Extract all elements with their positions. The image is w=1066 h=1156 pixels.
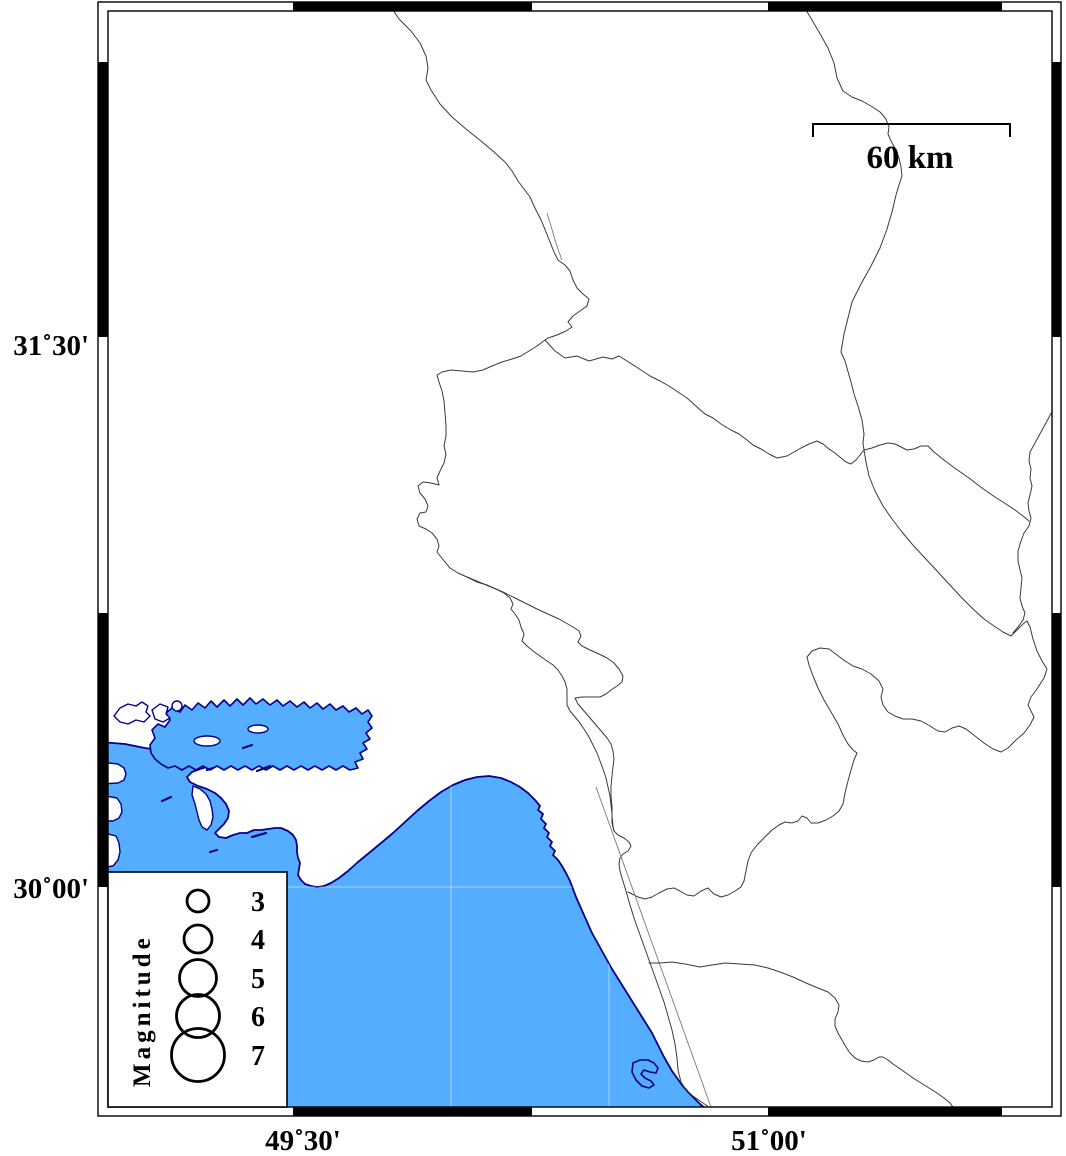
legend-circle-m7 (170, 1027, 226, 1083)
boundary-southeast-lobe (627, 620, 1048, 900)
legend-circle-m4 (182, 923, 214, 955)
legend-value-m3: 3 (251, 887, 265, 918)
legend-value-m6: 6 (251, 1002, 265, 1033)
fault-straight-line (595, 786, 712, 1107)
map-frame (97, 1, 1062, 1117)
boundary-northwest (393, 11, 590, 341)
scale-bar-bracket (812, 123, 1011, 137)
frame-black-segments (98, 2, 1061, 1116)
legend-value-m4: 4 (251, 925, 265, 956)
scale-bar-label: 60 km (866, 140, 953, 176)
marsh-lagoon-hole (193, 735, 221, 747)
lat-label-3130: 31˚30' (13, 330, 89, 362)
lake-outline (171, 700, 183, 712)
boundary-west-main (416, 339, 710, 1107)
legend-circle-m3 (185, 888, 211, 914)
boundary-double-sliver (546, 212, 563, 261)
magnitude-legend: Magnitude 3 4 5 6 7 (107, 871, 288, 1108)
lake-outline (151, 703, 171, 723)
scale-bar: 60 km (812, 123, 1011, 176)
boundary-north-south (806, 11, 1012, 637)
legend-circle-m5 (178, 958, 218, 998)
legend-value-m5: 5 (251, 964, 265, 995)
boundary-east-west (544, 339, 1030, 522)
coastal-lagoon (631, 1059, 659, 1089)
shore-islet (108, 762, 127, 785)
wetland-marsh (149, 697, 373, 771)
lon-label-4930: 49˚30' (265, 1125, 341, 1156)
shore-islet (108, 795, 123, 822)
headland (191, 785, 214, 831)
legend-circle-m6 (175, 993, 221, 1039)
marsh-lagoon-hole (247, 724, 269, 734)
boundary-southcoast (648, 961, 954, 1107)
frame-outer-border (97, 1, 1062, 1117)
legend-value-m7: 7 (251, 1041, 265, 1072)
frame-inner-border (107, 10, 1053, 1108)
lon-label-5100: 51˚00' (731, 1125, 807, 1156)
lat-label-3000: 30˚00' (13, 873, 89, 905)
island-dashes (160, 743, 272, 854)
boundary-right-edge (1012, 410, 1052, 634)
lake-outline (113, 701, 151, 725)
boundary-loop (466, 576, 624, 832)
axis-labels: 31˚30' 30˚00' 49˚30' 51˚00' (13, 330, 807, 1156)
shore-islet (108, 833, 121, 868)
boundary-lines (393, 11, 1052, 1107)
legend-title: Magnitude (129, 934, 156, 1087)
